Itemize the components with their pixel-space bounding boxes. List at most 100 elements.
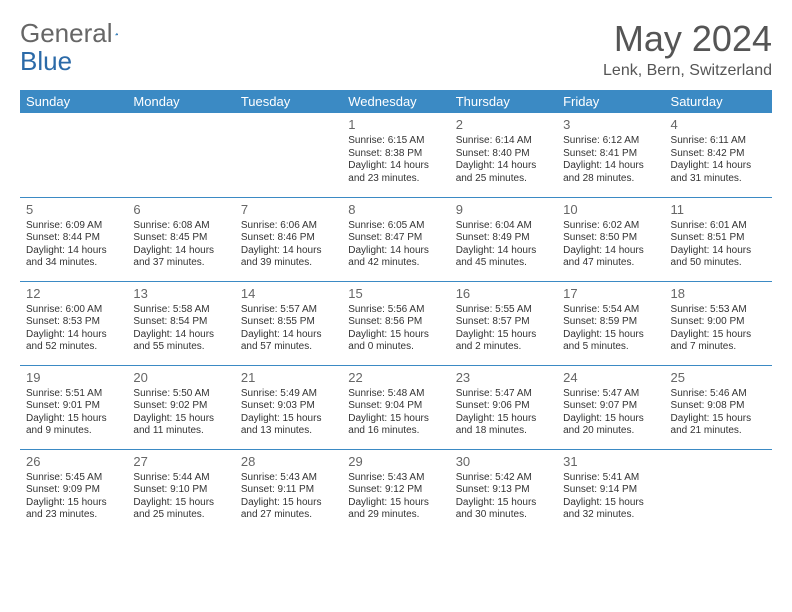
daylight-line: Daylight: 15 hours <box>671 329 766 342</box>
calendar-day: 6Sunrise: 6:08 AMSunset: 8:45 PMDaylight… <box>127 197 234 281</box>
day-number: 25 <box>671 370 766 386</box>
daylight-line: Daylight: 15 hours <box>563 497 658 510</box>
day-number: 9 <box>456 202 551 218</box>
day-number: 13 <box>133 286 228 302</box>
day-number: 1 <box>348 117 443 133</box>
sunrise-line: Sunrise: 6:04 AM <box>456 220 551 233</box>
daylight-line: Daylight: 14 hours <box>241 245 336 258</box>
day-header: Tuesday <box>235 90 342 113</box>
calendar-day: 21Sunrise: 5:49 AMSunset: 9:03 PMDayligh… <box>235 365 342 449</box>
sunset-line: Sunset: 9:14 PM <box>563 484 658 497</box>
day-number: 14 <box>241 286 336 302</box>
calendar-day: 29Sunrise: 5:43 AMSunset: 9:12 PMDayligh… <box>342 449 449 533</box>
day-header: Wednesday <box>342 90 449 113</box>
day-number: 28 <box>241 454 336 470</box>
sunset-line: Sunset: 8:59 PM <box>563 316 658 329</box>
day-number: 8 <box>348 202 443 218</box>
sunset-line: Sunset: 9:06 PM <box>456 400 551 413</box>
calendar-day: 18Sunrise: 5:53 AMSunset: 9:00 PMDayligh… <box>665 281 772 365</box>
calendar-day: 2Sunrise: 6:14 AMSunset: 8:40 PMDaylight… <box>450 113 557 197</box>
daylight-line2: and 23 minutes. <box>26 509 121 522</box>
calendar-day: 1Sunrise: 6:15 AMSunset: 8:38 PMDaylight… <box>342 113 449 197</box>
daylight-line: Daylight: 14 hours <box>26 329 121 342</box>
calendar-day: 22Sunrise: 5:48 AMSunset: 9:04 PMDayligh… <box>342 365 449 449</box>
day-header: Friday <box>557 90 664 113</box>
daylight-line2: and 25 minutes. <box>133 509 228 522</box>
daylight-line: Daylight: 15 hours <box>241 497 336 510</box>
sunset-line: Sunset: 9:09 PM <box>26 484 121 497</box>
sunset-line: Sunset: 8:54 PM <box>133 316 228 329</box>
daylight-line: Daylight: 15 hours <box>133 497 228 510</box>
daylight-line2: and 18 minutes. <box>456 425 551 438</box>
daylight-line: Daylight: 14 hours <box>671 160 766 173</box>
daylight-line: Daylight: 14 hours <box>348 245 443 258</box>
calendar-day: 25Sunrise: 5:46 AMSunset: 9:08 PMDayligh… <box>665 365 772 449</box>
calendar-day: 15Sunrise: 5:56 AMSunset: 8:56 PMDayligh… <box>342 281 449 365</box>
day-number: 31 <box>563 454 658 470</box>
daylight-line2: and 11 minutes. <box>133 425 228 438</box>
sunrise-line: Sunrise: 5:53 AM <box>671 304 766 317</box>
calendar-day: 14Sunrise: 5:57 AMSunset: 8:55 PMDayligh… <box>235 281 342 365</box>
sunset-line: Sunset: 9:12 PM <box>348 484 443 497</box>
calendar-week: 26Sunrise: 5:45 AMSunset: 9:09 PMDayligh… <box>20 449 772 533</box>
calendar-day: 17Sunrise: 5:54 AMSunset: 8:59 PMDayligh… <box>557 281 664 365</box>
daylight-line2: and 9 minutes. <box>26 425 121 438</box>
calendar-blank <box>20 113 127 197</box>
sunset-line: Sunset: 9:11 PM <box>241 484 336 497</box>
sunrise-line: Sunrise: 6:02 AM <box>563 220 658 233</box>
month-title: May 2024 <box>603 18 772 60</box>
sunrise-line: Sunrise: 6:14 AM <box>456 135 551 148</box>
day-number: 4 <box>671 117 766 133</box>
sunset-line: Sunset: 8:53 PM <box>26 316 121 329</box>
daylight-line2: and 57 minutes. <box>241 341 336 354</box>
calendar-day: 30Sunrise: 5:42 AMSunset: 9:13 PMDayligh… <box>450 449 557 533</box>
daylight-line2: and 0 minutes. <box>348 341 443 354</box>
day-number: 6 <box>133 202 228 218</box>
sunrise-line: Sunrise: 5:58 AM <box>133 304 228 317</box>
sunrise-line: Sunrise: 5:45 AM <box>26 472 121 485</box>
day-number: 12 <box>26 286 121 302</box>
sunset-line: Sunset: 8:55 PM <box>241 316 336 329</box>
calendar-blank <box>127 113 234 197</box>
day-number: 2 <box>456 117 551 133</box>
calendar-day: 5Sunrise: 6:09 AMSunset: 8:44 PMDaylight… <box>20 197 127 281</box>
day-number: 16 <box>456 286 551 302</box>
daylight-line: Daylight: 15 hours <box>671 413 766 426</box>
daylight-line: Daylight: 15 hours <box>456 329 551 342</box>
sunset-line: Sunset: 9:04 PM <box>348 400 443 413</box>
daylight-line: Daylight: 15 hours <box>348 413 443 426</box>
sunset-line: Sunset: 9:13 PM <box>456 484 551 497</box>
calendar-blank <box>235 113 342 197</box>
daylight-line: Daylight: 14 hours <box>26 245 121 258</box>
day-header-row: Sunday Monday Tuesday Wednesday Thursday… <box>20 90 772 113</box>
sunrise-line: Sunrise: 5:44 AM <box>133 472 228 485</box>
sunrise-line: Sunrise: 5:48 AM <box>348 388 443 401</box>
daylight-line: Daylight: 14 hours <box>133 245 228 258</box>
daylight-line2: and 23 minutes. <box>348 173 443 186</box>
day-number: 27 <box>133 454 228 470</box>
sunrise-line: Sunrise: 6:15 AM <box>348 135 443 148</box>
sunset-line: Sunset: 9:02 PM <box>133 400 228 413</box>
daylight-line2: and 52 minutes. <box>26 341 121 354</box>
daylight-line2: and 31 minutes. <box>671 173 766 186</box>
sunset-line: Sunset: 9:07 PM <box>563 400 658 413</box>
calendar-day: 11Sunrise: 6:01 AMSunset: 8:51 PMDayligh… <box>665 197 772 281</box>
daylight-line2: and 25 minutes. <box>456 173 551 186</box>
sunrise-line: Sunrise: 5:54 AM <box>563 304 658 317</box>
logo: General <box>20 18 139 49</box>
daylight-line: Daylight: 15 hours <box>563 329 658 342</box>
sunrise-line: Sunrise: 6:11 AM <box>671 135 766 148</box>
calendar-day: 24Sunrise: 5:47 AMSunset: 9:07 PMDayligh… <box>557 365 664 449</box>
calendar-table: Sunday Monday Tuesday Wednesday Thursday… <box>20 90 772 533</box>
daylight-line: Daylight: 14 hours <box>133 329 228 342</box>
day-number: 5 <box>26 202 121 218</box>
sunset-line: Sunset: 9:00 PM <box>671 316 766 329</box>
sunrise-line: Sunrise: 5:50 AM <box>133 388 228 401</box>
sunrise-line: Sunrise: 5:56 AM <box>348 304 443 317</box>
sunrise-line: Sunrise: 6:00 AM <box>26 304 121 317</box>
calendar-week: 19Sunrise: 5:51 AMSunset: 9:01 PMDayligh… <box>20 365 772 449</box>
sunrise-line: Sunrise: 6:08 AM <box>133 220 228 233</box>
day-number: 19 <box>26 370 121 386</box>
sunrise-line: Sunrise: 6:01 AM <box>671 220 766 233</box>
day-number: 29 <box>348 454 443 470</box>
